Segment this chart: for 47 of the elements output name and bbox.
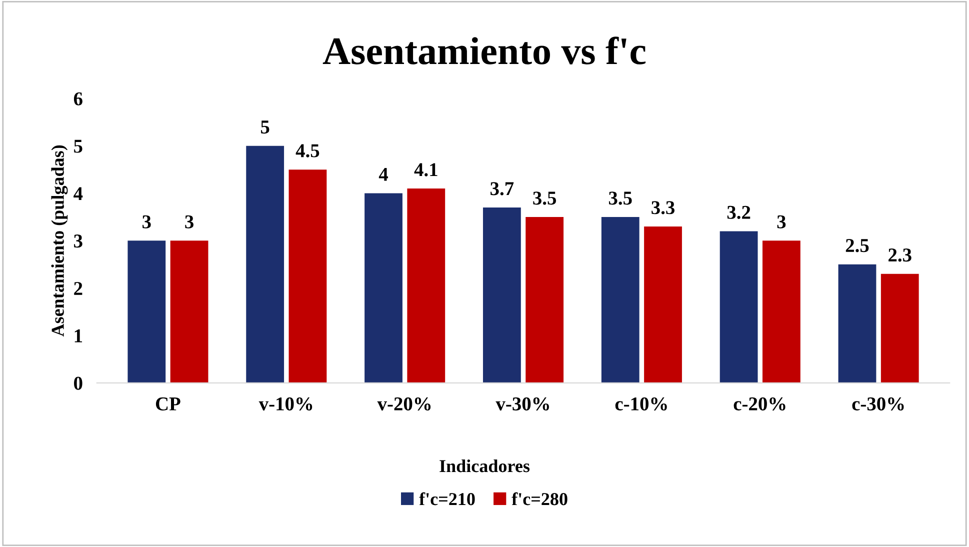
y-tick-label: 6 xyxy=(74,92,82,106)
data-label: 3.5 xyxy=(608,192,632,205)
bar xyxy=(838,264,876,383)
x-tick-label: CP xyxy=(156,397,180,410)
bar xyxy=(601,216,640,383)
bar xyxy=(482,207,521,383)
x-tick-label: v-10% xyxy=(258,397,312,411)
bar xyxy=(644,226,682,383)
bar xyxy=(170,240,208,383)
bar xyxy=(526,216,564,383)
x-tick-label: c-20% xyxy=(734,397,786,411)
y-tick-label: 2 xyxy=(74,282,82,295)
chart-title: Asentamiento vs f'c xyxy=(322,36,646,64)
bar xyxy=(246,146,284,383)
data-label: 3.5 xyxy=(533,192,556,205)
x-axis-title: Indicadores xyxy=(440,460,530,472)
data-label: 3 xyxy=(142,215,151,228)
data-label: 4 xyxy=(378,168,388,181)
x-tick-label: v-30% xyxy=(496,397,549,411)
y-tick-label: 4 xyxy=(74,187,83,200)
y-tick-label: 3 xyxy=(74,234,82,248)
legend-label: f'c=210 xyxy=(419,492,475,506)
y-tick-label: 5 xyxy=(74,140,82,153)
bar xyxy=(880,274,919,383)
data-label: 5 xyxy=(260,120,270,134)
bar xyxy=(407,188,446,383)
data-label: 3.3 xyxy=(652,201,674,214)
y-axis-title: Asentamiento (pulgadas) xyxy=(51,145,68,337)
data-label: 3 xyxy=(777,215,786,228)
y-tick-label: 0 xyxy=(74,376,82,390)
legend-label: f'c=280 xyxy=(512,492,568,506)
bar xyxy=(720,231,758,383)
x-tick-label: c-10% xyxy=(615,397,667,411)
data-label: 2.5 xyxy=(846,239,869,252)
bar xyxy=(288,170,327,383)
y-tick-label: 1 xyxy=(74,329,82,342)
x-tick-label: c-30% xyxy=(852,397,904,411)
bar xyxy=(128,240,166,383)
bar xyxy=(762,240,800,383)
data-label: 2.3 xyxy=(888,248,912,262)
data-label: 4.5 xyxy=(296,144,320,158)
x-tick-label: v-20% xyxy=(377,397,431,411)
data-label: 3.2 xyxy=(727,206,750,219)
data-label: 3 xyxy=(185,215,194,228)
data-label: 4.1 xyxy=(414,163,438,176)
bar xyxy=(364,193,402,383)
data-label: 3.7 xyxy=(490,182,514,196)
